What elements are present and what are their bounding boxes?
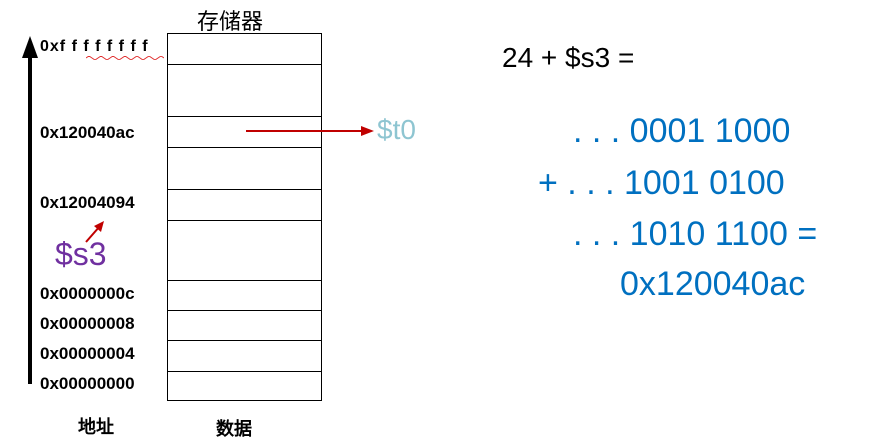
address-120040ac: 0x120040ac <box>40 123 135 142</box>
memory-row-divider <box>168 189 321 190</box>
address-axis-label: 地址 <box>78 417 114 438</box>
memory-title: 存储器 <box>197 10 264 35</box>
memory-row-divider <box>168 220 321 221</box>
address-0000000c: 0x0000000c <box>40 284 135 303</box>
address-top: 0xf f f f f f f f <box>40 38 149 55</box>
memory-table <box>167 33 322 401</box>
memory-row-divider <box>168 116 321 117</box>
memory-row-divider <box>168 280 321 281</box>
t0-pointer-arrow <box>246 126 374 136</box>
calc-line-3: . . . 1010 1100 = <box>573 215 818 253</box>
calc-result: 0x120040ac <box>620 265 806 303</box>
s3-register-label: $s3 <box>55 236 107 272</box>
t0-register-label: $t0 <box>377 114 416 145</box>
memory-row-divider <box>168 310 321 311</box>
address-00000004: 0x00000004 <box>40 344 135 363</box>
memory-row-divider <box>168 340 321 341</box>
address-12004094: 0x12004094 <box>40 193 135 212</box>
memory-row-divider <box>168 64 321 65</box>
calc-line-1: . . . 0001 1000 <box>573 112 791 150</box>
memory-row-divider <box>168 147 321 148</box>
equation-title: 24 + $s3 = <box>502 42 635 73</box>
data-axis-label: 数据 <box>216 419 252 440</box>
s3-pointer-arrow <box>85 221 104 243</box>
spellcheck-underline <box>86 56 164 60</box>
address-00000008: 0x00000008 <box>40 314 135 333</box>
memory-row-divider <box>168 371 321 372</box>
calc-line-2: + . . . 1001 0100 <box>538 164 785 202</box>
address-00000000: 0x00000000 <box>40 374 135 393</box>
address-axis-arrow <box>22 36 38 384</box>
